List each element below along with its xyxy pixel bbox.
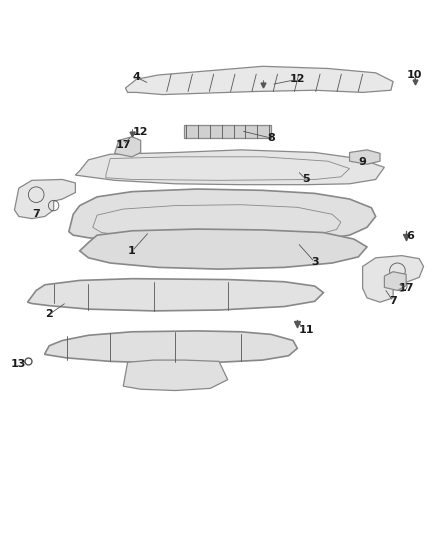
- Text: 6: 6: [406, 231, 414, 241]
- Polygon shape: [123, 360, 228, 391]
- Text: 12: 12: [290, 75, 305, 84]
- Text: 12: 12: [133, 126, 148, 136]
- Text: 13: 13: [11, 359, 26, 369]
- Text: 7: 7: [32, 209, 40, 219]
- Text: 4: 4: [132, 72, 140, 82]
- Polygon shape: [69, 189, 376, 243]
- Text: 9: 9: [359, 157, 367, 167]
- Text: 17: 17: [399, 283, 414, 293]
- Text: 8: 8: [267, 133, 275, 143]
- Text: 11: 11: [298, 325, 314, 335]
- Text: 10: 10: [407, 70, 423, 80]
- Polygon shape: [125, 66, 393, 94]
- Polygon shape: [115, 137, 141, 157]
- Polygon shape: [45, 331, 297, 363]
- Text: 17: 17: [116, 140, 131, 150]
- Text: 3: 3: [311, 257, 318, 267]
- Polygon shape: [363, 256, 424, 302]
- Text: 5: 5: [302, 174, 310, 184]
- Polygon shape: [80, 229, 367, 269]
- Text: 7: 7: [389, 296, 397, 306]
- Polygon shape: [75, 150, 385, 184]
- Text: 1: 1: [128, 246, 136, 256]
- Polygon shape: [350, 150, 380, 164]
- Text: 2: 2: [46, 309, 53, 319]
- Polygon shape: [385, 272, 406, 290]
- Polygon shape: [184, 125, 271, 138]
- Polygon shape: [14, 180, 75, 219]
- Polygon shape: [28, 279, 323, 311]
